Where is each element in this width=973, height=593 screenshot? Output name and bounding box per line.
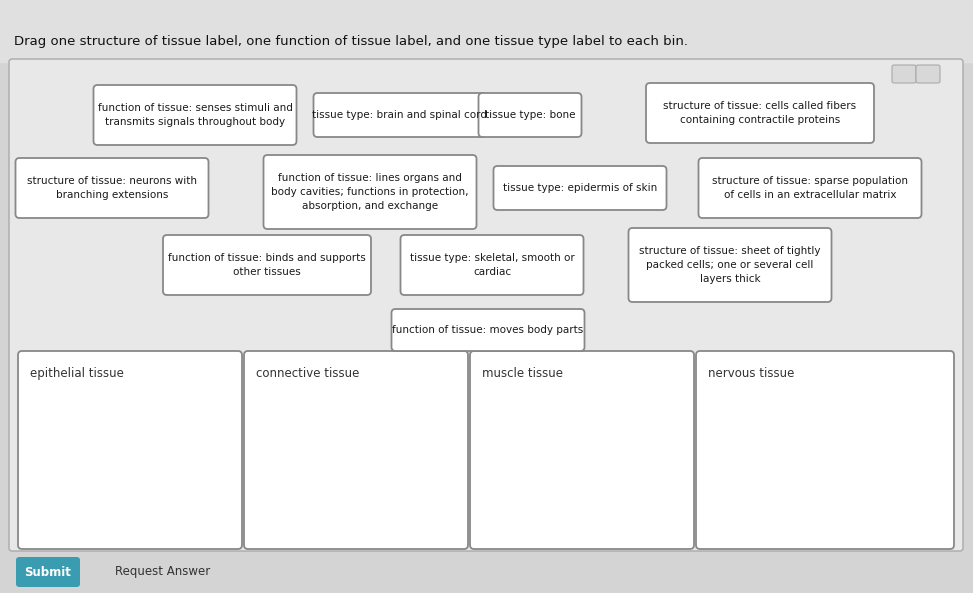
FancyBboxPatch shape: [264, 155, 477, 229]
FancyBboxPatch shape: [9, 59, 963, 551]
FancyBboxPatch shape: [401, 235, 584, 295]
FancyBboxPatch shape: [391, 309, 585, 351]
Text: tissue type: skeletal, smooth or
cardiac: tissue type: skeletal, smooth or cardiac: [410, 253, 574, 277]
FancyBboxPatch shape: [629, 228, 832, 302]
Text: Request Answer: Request Answer: [115, 566, 210, 579]
Text: connective tissue: connective tissue: [256, 367, 359, 380]
Text: tissue type: brain and spinal cord: tissue type: brain and spinal cord: [312, 110, 487, 120]
FancyBboxPatch shape: [18, 351, 242, 549]
FancyBboxPatch shape: [470, 351, 694, 549]
FancyBboxPatch shape: [163, 235, 371, 295]
FancyBboxPatch shape: [16, 158, 208, 218]
FancyBboxPatch shape: [16, 557, 80, 587]
Text: function of tissue: binds and supports
other tissues: function of tissue: binds and supports o…: [168, 253, 366, 277]
FancyBboxPatch shape: [479, 93, 582, 137]
FancyBboxPatch shape: [916, 65, 940, 83]
Text: function of tissue: senses stimuli and
transmits signals throughout body: function of tissue: senses stimuli and t…: [97, 103, 293, 127]
FancyBboxPatch shape: [244, 351, 468, 549]
FancyBboxPatch shape: [493, 166, 667, 210]
Text: structure of tissue: sheet of tightly
packed cells; one or several cell
layers t: structure of tissue: sheet of tightly pa…: [639, 247, 821, 283]
FancyBboxPatch shape: [892, 65, 916, 83]
Text: tissue type: bone: tissue type: bone: [485, 110, 575, 120]
FancyBboxPatch shape: [696, 351, 954, 549]
Text: function of tissue: moves body parts: function of tissue: moves body parts: [392, 325, 584, 335]
Text: epithelial tissue: epithelial tissue: [30, 367, 124, 380]
Text: structure of tissue: neurons with
branching extensions: structure of tissue: neurons with branch…: [27, 176, 197, 200]
Text: structure of tissue: sparse population
of cells in an extracellular matrix: structure of tissue: sparse population o…: [712, 176, 908, 200]
FancyBboxPatch shape: [313, 93, 486, 137]
FancyBboxPatch shape: [646, 83, 874, 143]
Text: nervous tissue: nervous tissue: [708, 367, 794, 380]
Text: function of tissue: lines organs and
body cavities; functions in protection,
abs: function of tissue: lines organs and bod…: [271, 173, 469, 211]
Text: muscle tissue: muscle tissue: [482, 367, 563, 380]
Bar: [0, 0, 973, 62]
Text: Submit: Submit: [24, 566, 71, 579]
Text: Drag one structure of tissue label, one function of tissue label, and one tissue: Drag one structure of tissue label, one …: [14, 35, 688, 48]
Text: structure of tissue: cells called fibers
containing contractile proteins: structure of tissue: cells called fibers…: [664, 101, 856, 125]
Text: tissue type: epidermis of skin: tissue type: epidermis of skin: [503, 183, 657, 193]
FancyBboxPatch shape: [699, 158, 921, 218]
FancyBboxPatch shape: [93, 85, 297, 145]
